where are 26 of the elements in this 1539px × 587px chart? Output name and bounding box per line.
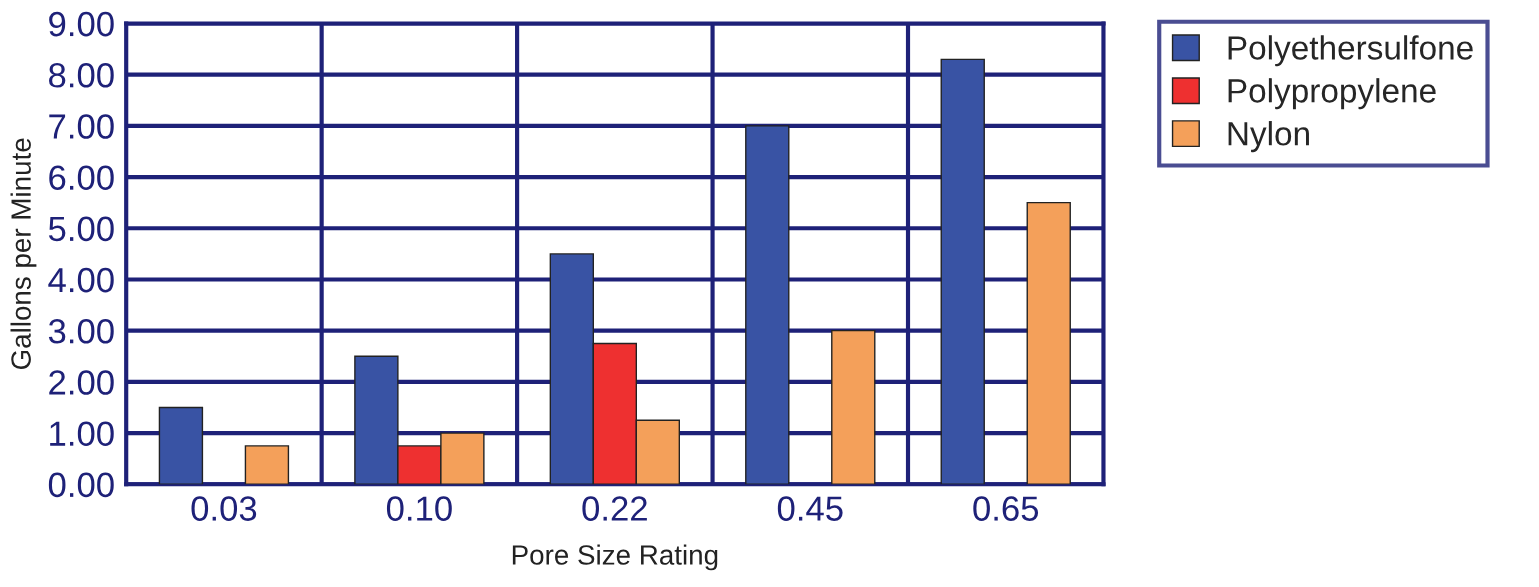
y-tick-label: 1.00 (50, 421, 114, 446)
legend-label: Nylon (1228, 121, 1309, 153)
x-tick-label: 0.03 (191, 496, 257, 521)
y-tick-label: 0.00 (48, 472, 114, 498)
y-tick-label: 4.00 (48, 267, 114, 293)
bar (158, 406, 204, 485)
y-tick-label: 9.00 (49, 11, 114, 37)
y-tick-label: 8.00 (49, 63, 114, 88)
y-tick-label: 5.00 (48, 216, 114, 242)
x-tick-label: 0.65 (973, 496, 1039, 521)
legend-label: Polyethersulfone (1228, 35, 1473, 67)
x-tick-label: 0.45 (777, 496, 843, 521)
y-axis-title: Gallons per Minute (10, 138, 37, 370)
bar (745, 125, 790, 485)
y-tick-label: 3.00 (48, 319, 114, 344)
y-tick-label: 7.00 (49, 114, 114, 139)
bar (1026, 201, 1071, 485)
x-tick-label: 0.10 (386, 496, 452, 521)
x-tick-label: 0.22 (582, 496, 647, 521)
bar (831, 329, 876, 485)
bar (940, 58, 985, 485)
y-tick-label: 6.00 (49, 165, 114, 190)
bar (244, 445, 290, 485)
legend-label: Polypropylene (1228, 78, 1436, 110)
y-tick-label: 2.00 (49, 370, 114, 395)
x-axis-title: Pore Size Rating (512, 544, 718, 571)
